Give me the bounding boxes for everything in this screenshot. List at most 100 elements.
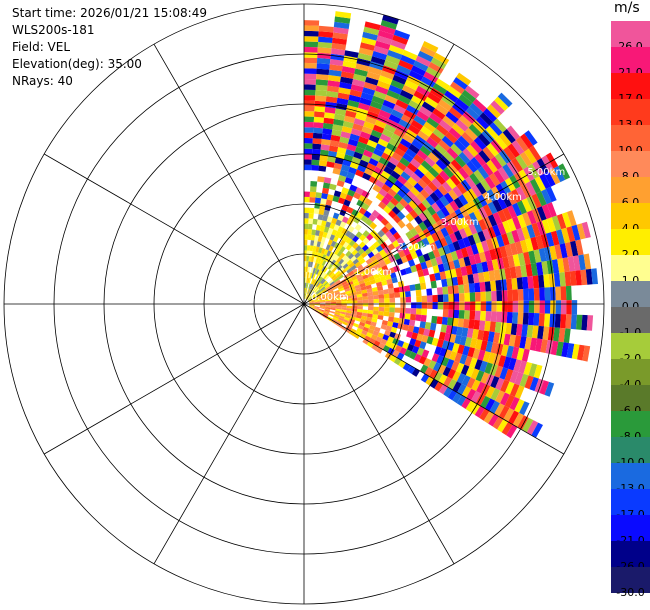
velocity-gate: [367, 291, 374, 297]
velocity-gate: [372, 290, 379, 296]
polar-grid: [3, 3, 605, 605]
velocity-gate: [337, 197, 346, 205]
velocity-gate: [361, 289, 368, 294]
velocity-gate: [309, 305, 315, 307]
velocity-gate: [419, 145, 432, 157]
velocity-gate: [421, 174, 432, 186]
velocity-gate: [497, 209, 508, 223]
velocity-gate: [324, 309, 330, 313]
velocity-gate: [309, 304, 315, 306]
velocity-gate: [480, 301, 487, 312]
velocity-gate: [388, 267, 395, 274]
velocity-gate: [304, 212, 309, 219]
velocity-gate: [340, 164, 350, 172]
velocity-gate: [329, 295, 336, 298]
velocity-gate: [304, 36, 319, 42]
velocity-gate: [454, 155, 467, 168]
velocity-gate: [371, 209, 380, 218]
velocity-gate: [416, 296, 422, 303]
velocity-gate: [524, 148, 537, 164]
velocity-gate: [449, 351, 458, 361]
colorbar-tick-label: -30.0: [616, 586, 645, 599]
velocity-gate: [317, 291, 323, 296]
velocity-gate: [410, 308, 417, 315]
velocity-gate: [488, 270, 496, 282]
velocity-gate: [402, 84, 416, 96]
velocity-gate: [477, 230, 486, 243]
velocity-gate: [327, 288, 333, 293]
velocity-gate: [480, 340, 488, 352]
velocity-gate: [517, 214, 527, 228]
velocity-gate: [325, 300, 331, 303]
velocity-gate: [394, 345, 403, 353]
velocity-gate: [310, 284, 314, 290]
velocity-gate: [352, 300, 358, 304]
range-label: 1.00km: [354, 267, 392, 278]
velocity-gate: [329, 310, 336, 314]
velocity-gate: [384, 273, 392, 281]
velocity-gate: [516, 200, 527, 215]
velocity-gate: [374, 326, 381, 333]
velocity-gate: [304, 223, 309, 230]
velocity-gate: [485, 311, 492, 322]
velocity-gate: [304, 229, 308, 235]
velocity-gate: [304, 293, 307, 299]
velocity-gate: [428, 167, 440, 178]
velocity-gate: [423, 71, 439, 83]
velocity-gate: [517, 289, 524, 301]
velocity-gate: [501, 311, 508, 323]
velocity-gate: [352, 242, 359, 250]
velocity-gate: [503, 146, 516, 161]
velocity-gate: [313, 116, 325, 123]
velocity-gate: [361, 329, 368, 336]
velocity-gate: [528, 312, 535, 326]
velocity-gate: [304, 116, 315, 123]
velocity-gate: [457, 238, 466, 250]
velocity-gate: [351, 275, 358, 281]
velocity-gate: [333, 118, 344, 126]
velocity-gate: [399, 89, 414, 100]
velocity-gate: [340, 260, 347, 267]
velocity-gate: [425, 195, 436, 206]
velocity-gate: [445, 111, 459, 124]
velocity-gate: [469, 301, 476, 311]
velocity-gate: [314, 301, 320, 303]
velocity-gate: [353, 73, 367, 82]
velocity-gate: [332, 195, 340, 203]
velocity-gate: [340, 131, 351, 139]
velocity-gate: [535, 338, 543, 352]
velocity-gate: [560, 286, 567, 301]
velocity-gate: [378, 271, 385, 278]
velocity-gate: [372, 50, 388, 61]
velocity-gate: [388, 235, 397, 244]
velocity-gate: [402, 247, 411, 256]
velocity-gate: [391, 206, 401, 215]
velocity-gate: [424, 96, 439, 109]
velocity-gate: [475, 242, 485, 254]
velocity-gate: [376, 80, 391, 90]
velocity-gate: [346, 305, 353, 309]
velocity-gate: [366, 341, 374, 348]
velocity-gate: [316, 290, 321, 295]
velocity-gate: [470, 157, 482, 170]
velocity-gate: [362, 172, 372, 181]
velocity-gate: [383, 293, 390, 299]
velocity-gate: [319, 253, 324, 260]
velocity-gate: [525, 181, 537, 196]
colorbar-swatch: -10.0: [611, 437, 650, 469]
velocity-gate: [405, 222, 415, 231]
velocity-gate: [378, 109, 391, 119]
velocity-gate: [315, 79, 329, 86]
velocity-gate: [506, 278, 513, 291]
velocity-gate: [345, 325, 352, 331]
velocity-gate: [388, 84, 403, 95]
velocity-gate: [316, 241, 321, 248]
velocity-gate: [498, 355, 507, 368]
velocity-gate: [368, 214, 377, 222]
velocity-gate: [367, 295, 374, 300]
velocity-gate: [510, 323, 518, 336]
velocity-gate: [441, 357, 450, 367]
velocity-gate: [328, 313, 335, 317]
velocity-gate: [400, 184, 411, 195]
velocity-gate: [368, 275, 375, 281]
